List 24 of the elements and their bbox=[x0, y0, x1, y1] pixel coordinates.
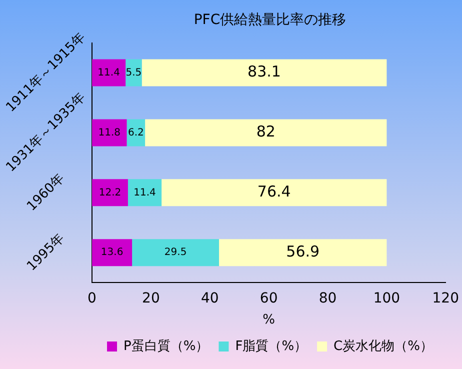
data-label: 11.4 bbox=[134, 187, 156, 198]
data-label: 5.5 bbox=[126, 67, 142, 78]
x-tick-label: 0 bbox=[88, 290, 96, 307]
x-tick-label: 80 bbox=[318, 290, 337, 307]
chart-title: PFC供給熱量比率の推移 bbox=[194, 12, 346, 28]
data-label: 83.1 bbox=[248, 62, 281, 81]
data-label: 56.9 bbox=[286, 242, 320, 261]
legend-label: C炭水化物（%） bbox=[334, 338, 433, 354]
data-label: 6.2 bbox=[128, 127, 144, 138]
data-label: 76.4 bbox=[257, 182, 291, 201]
legend-label: F脂質（%） bbox=[235, 338, 308, 354]
legend-label: P蛋白質（%） bbox=[124, 338, 209, 354]
data-label: 11.4 bbox=[98, 67, 120, 78]
x-tick-label: 40 bbox=[200, 290, 219, 307]
x-tick-label: 60 bbox=[260, 290, 278, 307]
data-label: 12.2 bbox=[98, 187, 122, 198]
x-tick-label: 20 bbox=[142, 290, 160, 307]
x-tick-label: 120 bbox=[432, 290, 460, 307]
data-label: 13.6 bbox=[100, 247, 124, 258]
x-tick-label: 100 bbox=[373, 290, 400, 307]
data-label: 82 bbox=[256, 122, 276, 141]
data-label: 11.8 bbox=[98, 127, 121, 138]
x-axis-title: % bbox=[262, 312, 275, 328]
data-label: 29.5 bbox=[164, 247, 187, 258]
